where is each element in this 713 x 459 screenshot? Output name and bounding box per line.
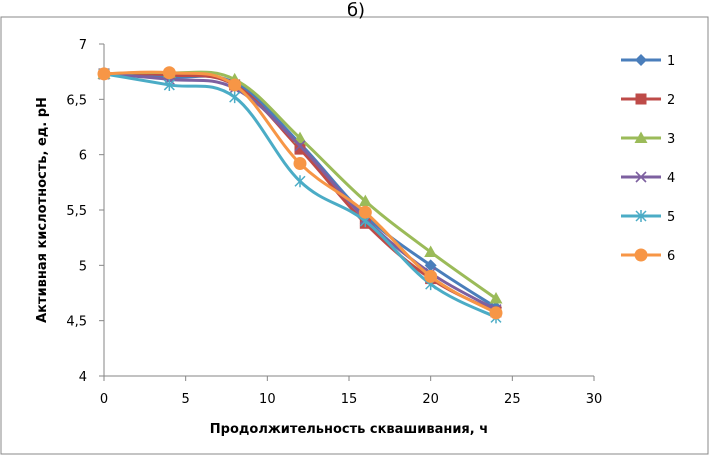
data-point xyxy=(293,131,307,144)
y-tick-label: 5 xyxy=(79,259,87,274)
data-point xyxy=(294,175,306,188)
y-tick-label: 4,5 xyxy=(66,315,87,330)
legend-marker xyxy=(635,54,647,66)
panel-label: б) xyxy=(347,0,365,21)
legend-item: 4 xyxy=(621,171,675,186)
legend-marker xyxy=(634,248,648,262)
y-tick-label: 5,5 xyxy=(66,204,87,219)
x-tick-label: 10 xyxy=(259,392,276,407)
legend: 1 2 3 4 5 6 xyxy=(621,54,675,264)
data-point xyxy=(358,194,372,207)
x-tick-label: 15 xyxy=(341,392,358,407)
legend-marker xyxy=(634,131,648,143)
x-axis-title: Продолжительность сквашивания, ч xyxy=(210,422,488,437)
series-6 xyxy=(97,66,503,320)
data-point xyxy=(489,292,503,304)
data-point xyxy=(358,205,372,219)
legend-item: 5 xyxy=(621,210,675,225)
x-tick-label: 30 xyxy=(586,392,603,407)
x-axis: 0 5 10 15 20 25 30 xyxy=(100,375,603,407)
legend-marker xyxy=(635,171,647,183)
legend-label: 4 xyxy=(667,171,675,186)
x-tick-label: 5 xyxy=(182,392,190,407)
x-tick-label: 20 xyxy=(422,392,439,407)
series-group xyxy=(97,66,503,324)
data-point xyxy=(424,245,438,258)
legend-label: 3 xyxy=(667,132,675,147)
data-point xyxy=(97,67,111,81)
data-point xyxy=(424,269,438,283)
legend-label: 2 xyxy=(667,93,675,108)
y-axis-title: Активная кислотность, ед. pH xyxy=(35,97,50,323)
legend-label: 5 xyxy=(667,210,675,225)
data-point xyxy=(294,140,306,152)
y-axis: 4 4,5 5 5,5 6 6,5 7 xyxy=(66,38,105,385)
y-tick-label: 4 xyxy=(79,370,87,385)
legend-item: 3 xyxy=(621,131,675,147)
data-point xyxy=(163,78,175,91)
chart-frame xyxy=(0,16,709,455)
y-tick-label: 6,5 xyxy=(66,93,87,108)
data-point xyxy=(229,91,241,104)
data-point xyxy=(294,143,306,155)
legend-item: 2 xyxy=(621,93,675,108)
data-point xyxy=(162,66,176,80)
data-point xyxy=(424,259,437,272)
legend-item: 6 xyxy=(621,248,675,264)
legend-item: 1 xyxy=(621,54,675,69)
y-tick-label: 7 xyxy=(79,38,87,53)
legend-label: 1 xyxy=(667,54,675,69)
data-point xyxy=(489,306,503,320)
legend-label: 6 xyxy=(667,249,675,264)
x-tick-label: 0 xyxy=(100,392,108,407)
legend-marker xyxy=(635,210,647,222)
data-point xyxy=(228,78,242,92)
data-point xyxy=(293,157,307,171)
legend-marker xyxy=(635,93,647,105)
y-tick-label: 6 xyxy=(79,149,87,164)
x-tick-label: 25 xyxy=(504,392,521,407)
